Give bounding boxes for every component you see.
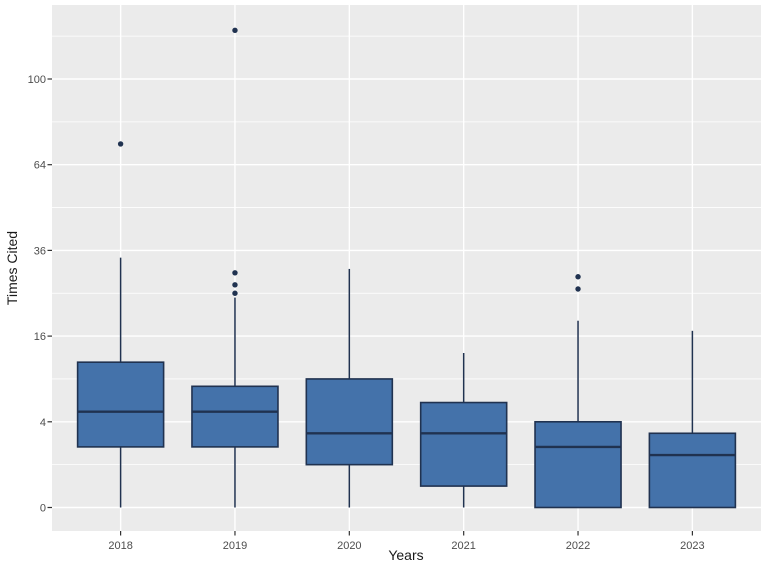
iqr-box xyxy=(534,420,622,509)
x-tick-label: 2018 xyxy=(108,540,132,552)
iqr-box xyxy=(648,432,737,509)
outlier-point xyxy=(575,274,581,280)
boxplot-group-2023 xyxy=(648,330,737,509)
outlier-point xyxy=(117,141,124,147)
outlier-point xyxy=(232,282,238,288)
iqr-box xyxy=(191,385,279,448)
y-tick-label: 16 xyxy=(34,331,46,343)
outlier-point xyxy=(232,290,238,296)
y-tick-label: 4 xyxy=(40,417,46,429)
x-axis-title: Years xyxy=(388,547,423,563)
boxplot-group-2021 xyxy=(419,353,508,508)
iqr-box xyxy=(305,378,394,466)
plot-panel xyxy=(52,5,761,531)
boxplot-group-2022 xyxy=(534,274,622,509)
x-tick-label: 2020 xyxy=(337,540,361,552)
x-tick-label: 2023 xyxy=(680,540,704,552)
y-tick-label: 0 xyxy=(40,503,46,515)
y-tick-label: 100 xyxy=(28,74,46,86)
outlier-point xyxy=(575,286,581,292)
chart-generated-layer: 0 4 16 36 64 100 2018 2019 2020 2021 2022 2023 xyxy=(28,5,761,552)
iqr-box xyxy=(419,401,508,487)
x-tick-label: 2022 xyxy=(566,540,590,552)
y-tick-label: 36 xyxy=(34,245,46,257)
boxplot-group-2018 xyxy=(76,141,165,508)
iqr-box xyxy=(76,361,165,448)
boxplot-group-2019 xyxy=(191,27,279,508)
outlier-point xyxy=(232,270,238,276)
x-tick-label: 2019 xyxy=(223,540,247,552)
outlier-point xyxy=(232,27,238,34)
y-axis-title: Times Cited xyxy=(4,231,20,305)
y-tick-label: 64 xyxy=(34,160,46,172)
boxplot-group-2020 xyxy=(305,268,394,508)
x-tick-label: 2021 xyxy=(451,540,475,552)
